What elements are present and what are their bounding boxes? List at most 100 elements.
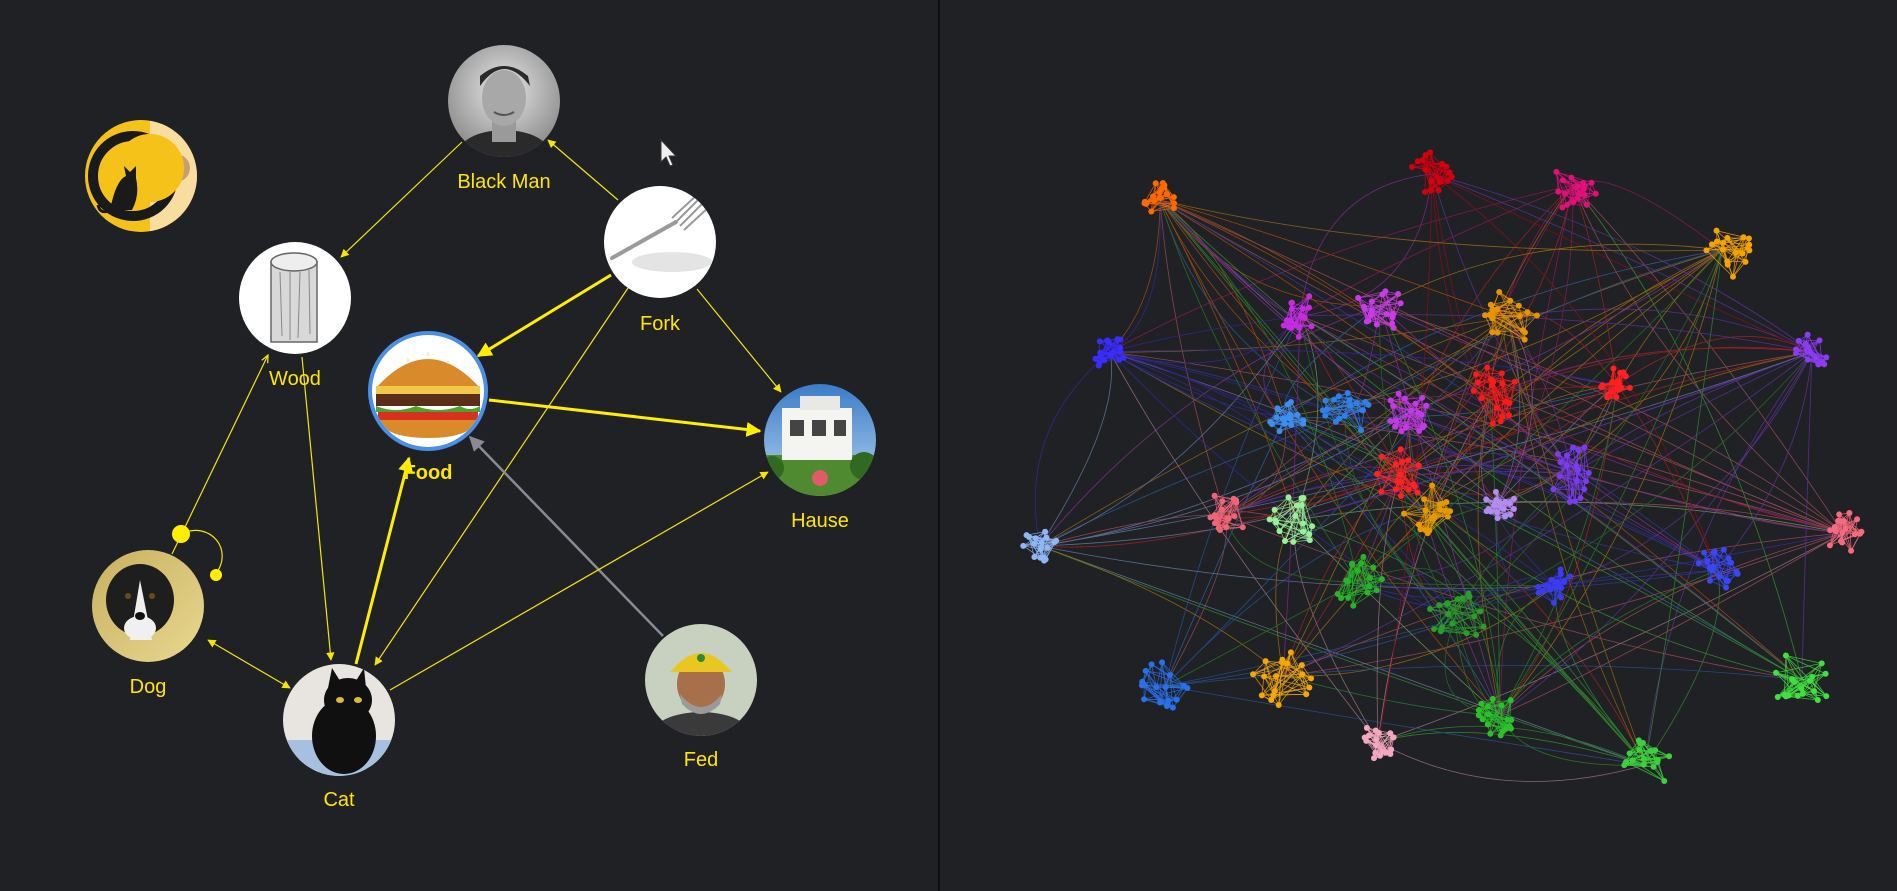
cluster-node-dot	[1224, 515, 1231, 522]
cluster-node-dot	[1268, 697, 1275, 704]
edge-dog-wood[interactable]	[171, 355, 268, 555]
graph-node-blackman[interactable]	[448, 45, 560, 178]
self-loop-handle-end[interactable]	[210, 569, 222, 581]
cluster-node-dot	[1447, 508, 1454, 515]
cluster-node-dot	[1151, 197, 1158, 204]
cluster-node-dot	[1288, 421, 1295, 428]
cluster-node-group[interactable]	[1483, 488, 1518, 522]
cluster-node-group[interactable]	[1334, 553, 1385, 609]
cluster-inner-link	[1351, 563, 1368, 593]
cluster-node-group[interactable]	[1470, 364, 1518, 427]
self-loop-handle-start[interactable]	[172, 525, 190, 543]
edge-cat-hause[interactable]	[389, 471, 769, 691]
cluster-node-dot	[1219, 498, 1226, 505]
cluster-node-group[interactable]	[1266, 494, 1316, 545]
cluster-node-dot	[1610, 365, 1617, 372]
cluster-node-group[interactable]	[1374, 446, 1422, 499]
cluster-inner-link	[1576, 447, 1585, 482]
edge-fork-food[interactable]	[476, 273, 612, 358]
cluster-node-group[interactable]	[1773, 652, 1830, 703]
cluster-node-group[interactable]	[1401, 482, 1454, 537]
cluster-link	[1407, 412, 1844, 534]
cluster-node-dot	[1485, 711, 1492, 718]
cluster-node-group[interactable]	[1387, 390, 1430, 435]
edge-dog-self-loop[interactable]	[180, 529, 223, 576]
cluster-node-group[interactable]	[1427, 590, 1487, 638]
cluster-inner-link	[1288, 497, 1294, 542]
edge-wood-cat[interactable]	[301, 356, 335, 661]
cluster-node-group[interactable]	[1355, 288, 1404, 331]
cluster-inner-link	[1169, 674, 1178, 700]
cluster-node-group[interactable]	[1207, 492, 1246, 533]
graph-node-hause[interactable]	[760, 384, 878, 496]
edge-fork-cat[interactable]	[374, 287, 629, 666]
cluster-node-group[interactable]	[1826, 509, 1865, 554]
cluster-inner-link	[1303, 497, 1313, 527]
cluster-node-group[interactable]	[1250, 649, 1315, 708]
edge-fork-hause[interactable]	[696, 288, 782, 393]
cluster-node-dot	[1288, 324, 1295, 331]
cluster-node-group[interactable]	[1267, 399, 1307, 435]
edge-dog-cat[interactable]	[207, 639, 291, 689]
cluster-network-panel[interactable]	[1020, 149, 1865, 784]
cluster-node-group[interactable]	[1703, 227, 1753, 280]
cluster-node-group[interactable]	[1020, 528, 1060, 564]
cluster-node-dot	[1308, 675, 1315, 682]
cluster-inner-link	[1423, 499, 1429, 534]
edge-blackman-wood[interactable]	[340, 141, 463, 258]
cluster-node-dot	[1575, 447, 1582, 454]
cluster-node-group[interactable]	[1141, 179, 1178, 215]
cluster-link	[1431, 173, 1813, 353]
cluster-node-dot	[1407, 407, 1414, 414]
cluster-node-dot	[1359, 407, 1366, 414]
cluster-node-dot	[1521, 336, 1528, 343]
cluster-node-group[interactable]	[1138, 659, 1191, 711]
cluster-node-group[interactable]	[1598, 365, 1633, 401]
cluster-node-group[interactable]	[1550, 444, 1592, 505]
cluster-link	[1572, 184, 1844, 534]
cluster-inner-link	[1376, 448, 1402, 475]
cluster-node-group[interactable]	[1553, 168, 1599, 211]
cluster-inner-link	[1498, 291, 1521, 317]
cluster-inner-link	[1431, 485, 1451, 512]
cluster-node-dot	[1515, 302, 1522, 309]
cluster-node-dot	[1399, 458, 1406, 465]
cluster-node-group[interactable]	[1621, 737, 1673, 784]
cluster-node-dot	[1574, 183, 1581, 190]
cluster-node-dot	[1615, 379, 1622, 386]
edge-fed-food[interactable]	[468, 435, 664, 637]
edge-cat-food[interactable]	[354, 456, 413, 665]
edge-food-hause[interactable]	[488, 398, 762, 437]
cluster-node-group[interactable]	[1092, 336, 1127, 369]
graph-node-dog[interactable]	[92, 550, 204, 662]
cluster-node-group[interactable]	[1695, 546, 1741, 591]
cluster-node-group[interactable]	[1792, 331, 1830, 368]
cluster-node-group[interactable]	[1361, 724, 1397, 762]
graph-node-fork[interactable]	[604, 186, 716, 298]
cluster-node-dot	[1575, 467, 1582, 474]
cluster-inner-link	[1275, 522, 1311, 541]
cluster-node-dot	[1823, 354, 1830, 361]
graph-node-cat[interactable]	[283, 664, 395, 776]
cluster-node-group[interactable]	[1475, 695, 1515, 739]
cluster-node-group[interactable]	[1482, 288, 1540, 343]
cluster-node-dot	[1279, 656, 1286, 663]
graph-node-wood[interactable]	[239, 242, 351, 354]
cluster-node-group[interactable]	[1408, 149, 1455, 195]
cluster-link	[1109, 351, 1425, 511]
edge-fork-blackman[interactable]	[547, 139, 619, 201]
cluster-node-group[interactable]	[1319, 389, 1372, 434]
cluster-node-dot	[1654, 756, 1661, 763]
graph-node-food[interactable]	[368, 331, 488, 451]
cluster-node-dot	[1161, 182, 1168, 189]
cluster-node-dot	[1580, 186, 1587, 193]
cluster-inner-link	[1422, 160, 1442, 183]
cluster-link	[1294, 519, 1501, 716]
graph-node-fed[interactable]	[645, 624, 757, 760]
cluster-node-dot	[1398, 428, 1405, 435]
cluster-node-group[interactable]	[1280, 293, 1315, 340]
cluster-node-dot	[1092, 355, 1099, 362]
graph-node-logo[interactable]	[85, 120, 197, 232]
cluster-node-group[interactable]	[1535, 566, 1574, 606]
